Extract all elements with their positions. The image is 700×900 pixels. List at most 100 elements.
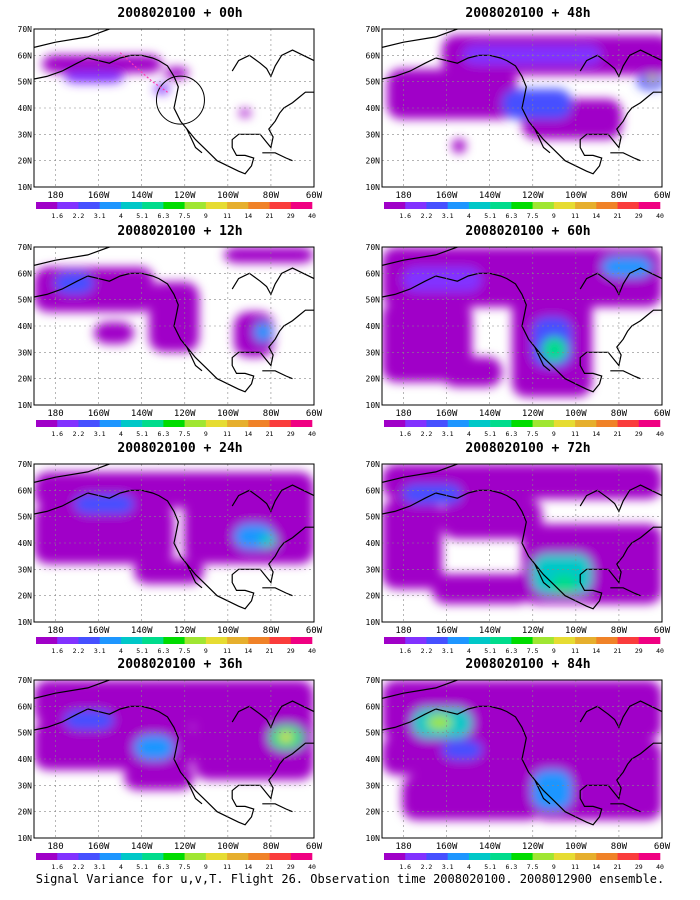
coastline [34, 464, 314, 610]
lon-label: 80W [263, 842, 280, 852]
lat-label: 30N [366, 130, 381, 139]
variance-blob [402, 267, 482, 292]
colorbar-label: 11 [571, 212, 579, 220]
lat-label: 60N [366, 51, 381, 60]
colorbar-label: 5.1 [484, 647, 496, 655]
map-frame [33, 679, 315, 839]
coastline-segment [34, 275, 89, 298]
coastline [382, 680, 662, 826]
graticule [382, 29, 662, 187]
variance-map: 70N 60N 50N 40N 30N 20N 10N 180 160W 140W 120W 100W… [366, 676, 671, 871]
lat-label: 50N [18, 513, 33, 522]
colorbar-label: 14 [244, 863, 252, 871]
variance-field [382, 680, 662, 820]
variance-blob [94, 322, 134, 344]
map-panel-48h: 2008020100 + 48h 70N 60N 50N 40N 30N 20N 10N 18… [358, 6, 698, 221]
lat-label: 50N [366, 513, 381, 522]
lon-label: 60W [306, 842, 323, 852]
coastline-segment [534, 128, 551, 154]
colorbar-label: 7.5 [179, 430, 191, 438]
colorbar-label: 21 [266, 430, 274, 438]
colorbar-swatch [36, 853, 58, 860]
colorbar-label: 21 [266, 212, 274, 220]
coastline-segment [87, 272, 314, 393]
variance-blob [462, 45, 602, 65]
lon-label: 100W [217, 842, 239, 852]
colorbar-label: 40 [656, 212, 664, 220]
lon-label: 160W [88, 842, 110, 852]
colorbar-swatch [447, 637, 470, 644]
lon-label: 100W [565, 626, 587, 636]
variance-blob [134, 559, 204, 584]
colorbar-label: 4 [119, 863, 123, 871]
colorbar-swatch [532, 853, 555, 860]
coastline-segment [231, 484, 314, 513]
colorbar-swatch [227, 853, 249, 860]
variance-map: 70N 60N 50N 40N 30N 20N 10N 180 160W 140W 120W 100W… [366, 25, 671, 220]
colorbar-swatch [227, 420, 249, 427]
lat-label: 70N [18, 460, 33, 469]
lon-label: 100W [217, 191, 239, 201]
coastline-segment [382, 708, 437, 731]
colorbar-swatch [248, 637, 270, 644]
colorbar-swatch [575, 853, 597, 860]
colorbar-swatch [36, 420, 58, 427]
colorbar-swatch [468, 637, 491, 644]
map-frame [381, 246, 663, 406]
lon-label: 160W [436, 191, 458, 201]
colorbar-label: 11 [571, 647, 579, 655]
colorbar-label: 21 [266, 863, 274, 871]
colorbar-label: 2.2 [421, 430, 433, 438]
colorbar-swatch [596, 637, 618, 644]
lon-label: 140W [131, 842, 153, 852]
lon-label: 80W [263, 409, 280, 419]
colorbar-label: 29 [287, 863, 295, 871]
colorbar-swatch [511, 853, 533, 860]
lat-label: 70N [18, 676, 33, 685]
coastline-segment [34, 708, 89, 731]
colorbar: 1.6 2.2 3.1 4 5.1 6.3 7.5 9 11 14 21 29 40 [36, 420, 316, 438]
coastline-segment [534, 563, 551, 589]
colorbar-swatch [78, 637, 100, 644]
colorbar-swatch [617, 853, 640, 860]
colorbar-label: 21 [614, 863, 622, 871]
colorbar-swatch [205, 202, 228, 209]
colorbar-swatch [57, 637, 79, 644]
colorbar-label: 4 [119, 647, 123, 655]
colorbar-swatch [120, 853, 143, 860]
panel-title: 2008020100 + 24h [117, 441, 243, 456]
lon-label: 80W [263, 191, 280, 201]
colorbar-swatch [269, 637, 292, 644]
colorbar-label: 1.6 [51, 212, 63, 220]
colorbar-swatch [269, 853, 292, 860]
panel-title: 2008020100 + 12h [117, 224, 243, 239]
colorbar-swatch [405, 637, 427, 644]
colorbar-label: 7.5 [527, 647, 539, 655]
lon-label: 60W [654, 409, 671, 419]
colorbar-label: 11 [571, 863, 579, 871]
colorbar-swatch [142, 853, 164, 860]
colorbar-label: 21 [614, 647, 622, 655]
colorbar-swatch [184, 637, 207, 644]
coastline-segment [262, 370, 293, 380]
colorbar-swatch [99, 202, 122, 209]
lat-label: 40N [18, 104, 33, 113]
coastline-segment [87, 54, 314, 175]
colorbar-swatch [227, 202, 249, 209]
lat-label: 40N [366, 755, 381, 764]
coastline-segment [382, 492, 437, 515]
coastline-segment [231, 49, 314, 78]
colorbar-label: 2.2 [73, 430, 85, 438]
colorbar-swatch [290, 853, 313, 860]
map-panel-00h: 2008020100 + 00h 70N 60N 50N 40N 30N 20N 10N 18… [10, 6, 350, 221]
coastline [382, 29, 662, 175]
colorbar-label: 1.6 [51, 647, 63, 655]
colorbar-swatch [227, 637, 249, 644]
lat-label: 20N [18, 375, 33, 384]
colorbar-swatch [99, 637, 122, 644]
colorbar-swatch [511, 637, 533, 644]
colorbar-label: 2.2 [421, 647, 433, 655]
coastline-segment [610, 152, 641, 162]
colorbar-label: 1.6 [51, 863, 63, 871]
